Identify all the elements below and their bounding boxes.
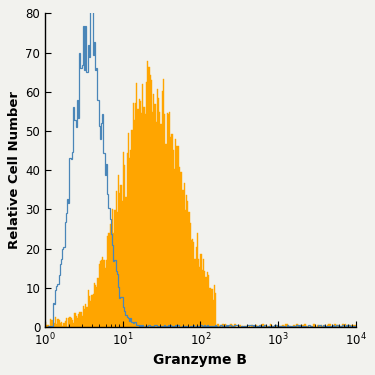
X-axis label: Granzyme B: Granzyme B <box>153 352 248 367</box>
Y-axis label: Relative Cell Number: Relative Cell Number <box>8 91 21 249</box>
